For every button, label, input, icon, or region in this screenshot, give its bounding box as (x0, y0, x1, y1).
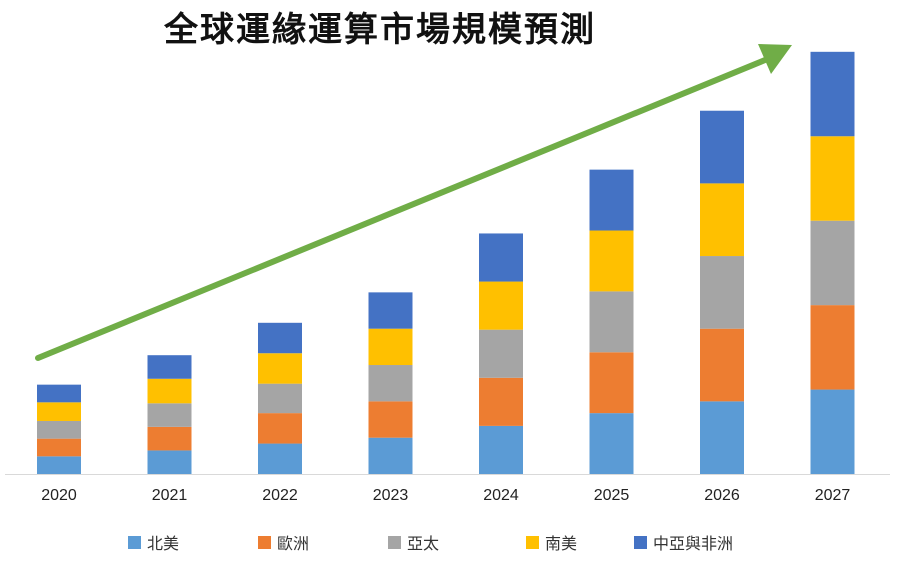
bar-segment-2026-2 (700, 256, 744, 329)
bar-segment-2023-3 (368, 328, 413, 366)
chart-title: 全球運緣運算市場規模預測 (164, 10, 596, 50)
legend-swatch (388, 535, 401, 549)
bar-segment-2025-3 (589, 230, 634, 292)
bar-segment-2020-2 (37, 420, 81, 439)
bar-segment-2025-0 (589, 413, 634, 474)
bar-segment-2021-4 (147, 355, 192, 379)
x-tick-label: 2026 (704, 487, 740, 504)
x-tick-label: 2024 (483, 487, 519, 504)
legend-item: 北美 (128, 528, 179, 556)
legend-label: 南美 (545, 534, 578, 553)
legend-item: 中亞與非洲 (634, 528, 733, 556)
trend-arrow (35, 44, 792, 361)
bar-segment-2022-0 (258, 443, 302, 474)
legend-label: 亞太 (407, 534, 440, 553)
legend-item: 南美 (526, 528, 577, 556)
bar-segment-2027-1 (810, 305, 855, 390)
bar-segment-2024-2 (479, 329, 523, 378)
x-tick-label: 2027 (815, 487, 851, 504)
bar-segment-2024-3 (479, 281, 523, 330)
bar-segment-2027-4 (810, 51, 855, 137)
bar-segment-2026-1 (700, 328, 744, 402)
x-tick-label: 2025 (594, 487, 630, 504)
x-tick-label: 2023 (373, 487, 409, 504)
bar-segment-2024-1 (479, 377, 523, 426)
trend-arrow-head (758, 44, 792, 74)
bar-segment-2027-2 (810, 220, 855, 306)
bar-segment-2022-1 (258, 413, 302, 444)
x-tick-label: 2020 (41, 487, 77, 504)
legend-label: 北美 (147, 534, 180, 553)
bar-segment-2024-4 (479, 233, 523, 282)
bar-segment-2027-3 (810, 136, 855, 221)
bar-segment-2023-2 (368, 365, 413, 402)
legend-swatch (634, 535, 647, 549)
legend-item: 亞太 (388, 528, 439, 556)
bar-segment-2021-3 (147, 378, 192, 404)
bar-segment-2021-0 (147, 450, 192, 474)
legend-swatch (258, 535, 271, 549)
bar-segment-2025-4 (589, 169, 634, 231)
bar-segment-2023-4 (368, 292, 413, 329)
legend: 北美 歐洲 亞太 南美 中亞與非洲 (0, 528, 900, 556)
trend-arrow-shaft (35, 55, 773, 361)
bar-segment-2024-0 (479, 425, 523, 474)
bar-segment-2025-2 (589, 291, 634, 353)
bar-segment-2020-4 (37, 384, 81, 403)
legend-label: 中亞與非洲 (653, 534, 734, 553)
bar-segment-2026-4 (700, 110, 744, 184)
bar-segment-2027-0 (810, 389, 855, 474)
x-tick-label: 2021 (152, 487, 188, 504)
bar-segment-2021-2 (147, 403, 192, 427)
bars-group (37, 51, 855, 474)
legend-swatch (526, 535, 539, 549)
legend-label: 歐洲 (277, 534, 310, 553)
bar-segment-2022-3 (258, 353, 302, 384)
bar-segment-2020-1 (37, 438, 81, 457)
bar-segment-2022-2 (258, 383, 302, 414)
x-axis: 2020 2021 2022 2023 2024 2025 2026 2027 (5, 474, 890, 504)
bar-segment-2026-3 (700, 183, 744, 257)
bar-segment-2023-1 (368, 401, 413, 438)
bar-segment-2025-1 (589, 352, 634, 414)
bar-segment-2021-1 (147, 426, 192, 451)
x-tick-label: 2022 (262, 487, 298, 504)
legend-swatch (128, 535, 141, 549)
legend-item: 歐洲 (258, 528, 309, 556)
bar-segment-2023-0 (368, 437, 413, 474)
bar-segment-2020-3 (37, 402, 81, 421)
bar-segment-2022-4 (258, 322, 302, 354)
bar-segment-2020-0 (37, 456, 81, 474)
bar-segment-2026-0 (700, 401, 744, 474)
